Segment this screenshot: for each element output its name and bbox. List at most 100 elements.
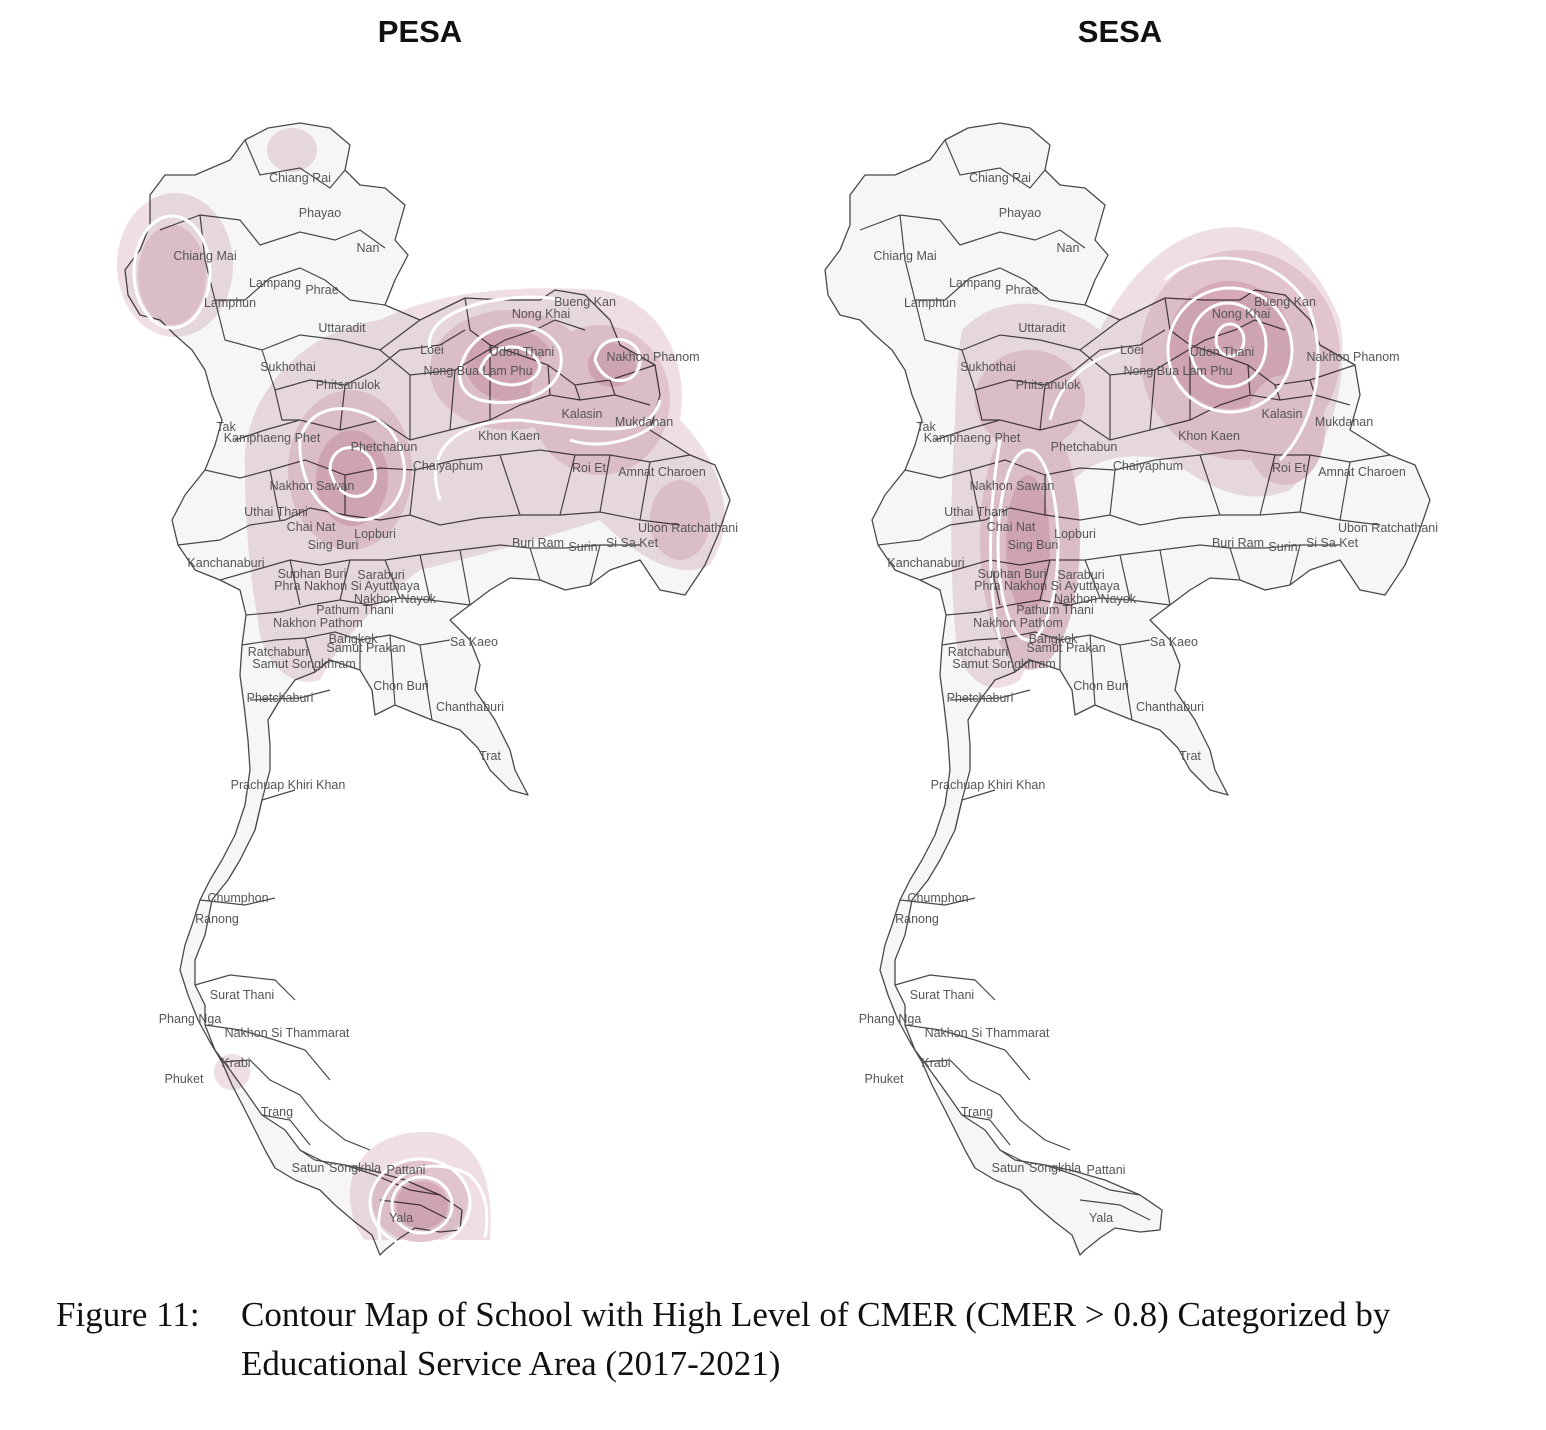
map-pesa: Chiang Rai Phayao Nan Chiang Mai Lampang Phra… bbox=[117, 122, 738, 1256]
contour-lines bbox=[989, 256, 1320, 642]
province-label-chaiyaphum: Chaiyaphum bbox=[1113, 459, 1183, 473]
province-label-prachuap-khiri-khan: Prachuap Khiri Khan bbox=[231, 778, 346, 792]
province-label-pattani: Pattani bbox=[1087, 1163, 1126, 1177]
province-label-lampang: Lampang bbox=[949, 276, 1001, 290]
province-label-uthai-thani: Uthai Thani bbox=[944, 505, 1008, 519]
province-label-phayao: Phayao bbox=[299, 206, 341, 220]
province-label-nakhon-phanom: Nakhon Phanom bbox=[1306, 350, 1399, 364]
density-layer bbox=[117, 128, 725, 1242]
province-label-phang-nga: Phang Nga bbox=[859, 1012, 922, 1026]
province-label-chiang-mai: Chiang Mai bbox=[173, 249, 236, 263]
province-label-lopburi: Lopburi bbox=[1054, 527, 1096, 541]
province-label-khon-kaen: Khon Kaen bbox=[478, 429, 540, 443]
hotspot-phitsanulok bbox=[975, 350, 1085, 450]
contour-lines bbox=[132, 214, 662, 1249]
province-label-samut-songkhram: Samut Songkhram bbox=[952, 657, 1056, 671]
province-label-surin: Surin bbox=[568, 540, 597, 554]
province-label-trat: Trat bbox=[1179, 749, 1201, 763]
province-label-uttaradit: Uttaradit bbox=[318, 321, 366, 335]
province-label-nakhon-sawan: Nakhon Sawan bbox=[970, 479, 1055, 493]
province-label-buri-ram: Buri Ram bbox=[512, 536, 564, 550]
province-label-roi-et: Roi Et bbox=[1272, 461, 1307, 475]
province-label-chon-buri: Chon Buri bbox=[1073, 679, 1129, 693]
province-label-nakhon-phanom: Nakhon Phanom bbox=[606, 350, 699, 364]
province-label-nong-khai: Nong Khai bbox=[512, 307, 570, 321]
figure-caption: Figure 11: Contour Map of School with Hig… bbox=[56, 1290, 1506, 1388]
province-label-mukdahan: Mukdahan bbox=[615, 415, 673, 429]
province-label-sukhothai: Sukhothai bbox=[260, 360, 316, 374]
province-label-uthai-thani: Uthai Thani bbox=[244, 505, 308, 519]
province-label-chai-nat: Chai Nat bbox=[287, 520, 336, 534]
province-label-uttaradit: Uttaradit bbox=[1018, 321, 1066, 335]
province-label-bangkok: Bangkok bbox=[329, 632, 378, 646]
caption-number: Figure 11: bbox=[56, 1295, 200, 1334]
hotspot-nakhon-phanom bbox=[588, 343, 636, 387]
figure: PESA SESA bbox=[117, 14, 1438, 1256]
province-label-surat-thani: Surat Thani bbox=[910, 988, 974, 1002]
province-label-chaiyaphum: Chaiyaphum bbox=[413, 459, 483, 473]
province-label-chiang-rai: Chiang Rai bbox=[969, 171, 1031, 185]
province-label-kamphaeng-phet: Kamphaeng Phet bbox=[924, 431, 1021, 445]
province-label-phuket: Phuket bbox=[165, 1072, 204, 1086]
province-label-udon-thani: Udon Thani bbox=[490, 345, 554, 359]
province-label-kanchanaburi: Kanchanaburi bbox=[187, 556, 264, 570]
province-label-si-sa-ket: Si Sa Ket bbox=[606, 536, 659, 550]
province-label-ranong: Ranong bbox=[895, 912, 939, 926]
province-label-kalasin: Kalasin bbox=[1262, 407, 1303, 421]
province-label-bueng-kan: Bueng Kan bbox=[554, 295, 616, 309]
province-label-khon-kaen: Khon Kaen bbox=[1178, 429, 1240, 443]
province-label-krabi: Krabi bbox=[921, 1056, 950, 1070]
province-label-phitsanulok: Phitsanulok bbox=[316, 378, 381, 392]
province-label-ubon-ratchathani: Ubon Ratchathani bbox=[1338, 521, 1438, 535]
province-label-krabi: Krabi bbox=[221, 1056, 250, 1070]
province-label-bangkok: Bangkok bbox=[1029, 632, 1078, 646]
province-label-nakhon-nayok: Nakhon Nayok bbox=[1054, 592, 1137, 606]
province-label-si-sa-ket: Si Sa Ket bbox=[1306, 536, 1359, 550]
province-label-satun: Satun bbox=[292, 1161, 325, 1175]
province-label-lamphun: Lamphun bbox=[904, 296, 956, 310]
province-label-phra-nakhon-si-ayutthaya: Phra Nakhon Si Ayutthaya bbox=[274, 579, 420, 593]
province-label-kalasin: Kalasin bbox=[562, 407, 603, 421]
province-label-sa-kaeo: Sa Kaeo bbox=[1150, 635, 1198, 649]
province-label-lampang: Lampang bbox=[249, 276, 301, 290]
province-label-nan: Nan bbox=[1057, 241, 1080, 255]
province-label-phuket: Phuket bbox=[865, 1072, 904, 1086]
province-label-phra-nakhon-si-ayutthaya: Phra Nakhon Si Ayutthaya bbox=[974, 579, 1120, 593]
province-label-phetchabun: Phetchabun bbox=[351, 440, 418, 454]
province-label-ratchaburi: Ratchaburi bbox=[248, 645, 308, 659]
province-label-nakhon-sawan: Nakhon Sawan bbox=[270, 479, 355, 493]
province-label-sukhothai: Sukhothai bbox=[960, 360, 1016, 374]
province-label-surin: Surin bbox=[1268, 540, 1297, 554]
province-label-kamphaeng-phet: Kamphaeng Phet bbox=[224, 431, 321, 445]
province-label-satun: Satun bbox=[992, 1161, 1025, 1175]
province-label-nakhon-pathom: Nakhon Pathom bbox=[273, 616, 363, 630]
province-label-chanthaburi: Chanthaburi bbox=[436, 700, 504, 714]
province-label-lopburi: Lopburi bbox=[354, 527, 396, 541]
province-label-songkhla: Songkhla bbox=[329, 1161, 381, 1175]
province-label-loei: Loei bbox=[1120, 343, 1144, 357]
province-label-chon-buri: Chon Buri bbox=[373, 679, 429, 693]
province-label-ranong: Ranong bbox=[195, 912, 239, 926]
province-label-nakhon-pathom: Nakhon Pathom bbox=[973, 616, 1063, 630]
province-label-yala: Yala bbox=[389, 1211, 413, 1225]
province-label-saraburi: Saraburi bbox=[357, 568, 404, 582]
province-label-trang: Trang bbox=[261, 1105, 293, 1119]
province-label-phetchaburi: Phetchaburi bbox=[247, 691, 314, 705]
province-label-chiang-rai: Chiang Rai bbox=[269, 171, 331, 185]
province-label-ratchaburi: Ratchaburi bbox=[948, 645, 1008, 659]
panel-title-pesa: PESA bbox=[377, 14, 463, 49]
province-label-nong-bua-lam-phu: Nong Bua Lam Phu bbox=[423, 364, 532, 378]
province-label-nakhon-nayok: Nakhon Nayok bbox=[354, 592, 437, 606]
province-label-phetchabun: Phetchabun bbox=[1051, 440, 1118, 454]
province-label-pathum-thani: Pathum Thani bbox=[316, 603, 394, 617]
province-label-roi-et: Roi Et bbox=[572, 461, 607, 475]
province-label-amnat-charoen: Amnat Charoen bbox=[1318, 465, 1406, 479]
province-label-nakhon-si-thammarat: Nakhon Si Thammarat bbox=[225, 1026, 350, 1040]
province-label-chanthaburi: Chanthaburi bbox=[1136, 700, 1204, 714]
province-label-tak: Tak bbox=[216, 420, 236, 434]
caption-text: Contour Map of School with High Level of… bbox=[241, 1295, 1391, 1383]
province-labels: Chiang Rai Phayao Nan Chiang Mai Lampang Phra… bbox=[859, 171, 1438, 1225]
map-canvas: Chiang Rai Phayao Nan Chiang Mai Lampang Phra… bbox=[117, 122, 1438, 1256]
province-label-loei: Loei bbox=[420, 343, 444, 357]
province-label-trang: Trang bbox=[961, 1105, 993, 1119]
